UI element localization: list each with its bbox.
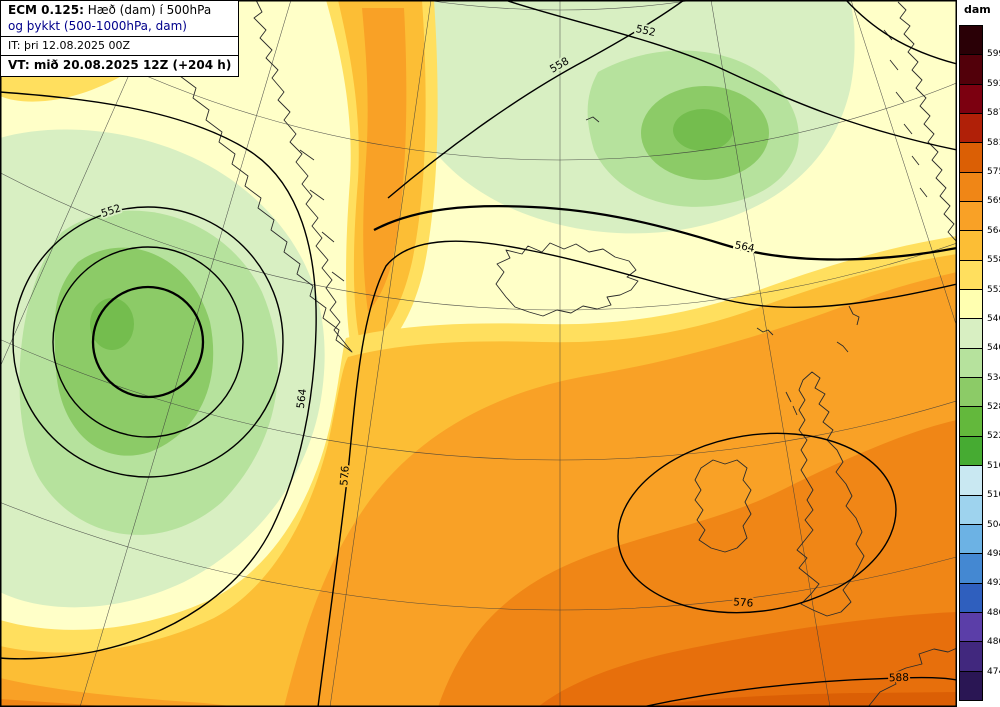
colorbar-swatch xyxy=(960,613,982,642)
colorbar-tick-label: 552 xyxy=(987,285,1000,295)
thickness-subtitle: og þykkt (500-1000hPa, dam) xyxy=(1,19,238,37)
colorbar-swatch xyxy=(960,525,982,554)
colorbar-tick-label: 593 xyxy=(987,79,1000,89)
colorbar-swatch xyxy=(960,143,982,172)
colorbar-swatch xyxy=(960,584,982,613)
chart-parameter: Hæð (dam) í 500hPa xyxy=(84,3,211,17)
colorbar-swatch xyxy=(960,26,982,55)
init-time-row: IT: þri 12.08.2025 00Z xyxy=(1,36,238,55)
colorbar: dam 599593587581575569564558552546540534… xyxy=(957,0,1000,707)
colorbar-tick-label: 516 xyxy=(987,461,1000,471)
map-area: 552558552564564576576588 xyxy=(0,0,957,707)
colorbar-swatch xyxy=(960,466,982,495)
contour-label: 576 xyxy=(338,465,351,486)
colorbar-tick-label: 546 xyxy=(987,314,1000,324)
colorbar-tick-label: 564 xyxy=(987,226,1000,236)
colorbar-tick-label: 575 xyxy=(987,167,1000,177)
colorbar-swatch xyxy=(960,231,982,260)
colorbar-swatch xyxy=(960,114,982,143)
valid-time-label: VT: xyxy=(8,58,30,72)
valid-time-row: VT: mið 20.08.2025 12Z (+204 h) xyxy=(1,55,238,76)
colorbar-swatch xyxy=(960,672,982,700)
colorbar-swatch xyxy=(960,554,982,583)
colorbar-tick-label: 510 xyxy=(987,490,1000,500)
colorbar-swatch xyxy=(960,202,982,231)
colorbar-labels: 599 593 587 581 575 569 564 558 552 546 540 534 528 5… xyxy=(987,0,1000,707)
colorbar-swatch xyxy=(960,261,982,290)
model-name: ECM 0.125: xyxy=(8,3,84,17)
colorbar-tick-label: 480 xyxy=(987,637,1000,647)
contour-label: 564 xyxy=(295,388,309,410)
colorbar-tick-label: 534 xyxy=(987,373,1000,383)
colorbar-swatch xyxy=(960,496,982,525)
init-time-label: IT: xyxy=(8,39,20,52)
colorbar-tick-label: 492 xyxy=(987,578,1000,588)
colorbar-tick-label: 486 xyxy=(987,608,1000,618)
colorbar-tick-label: 474 xyxy=(987,667,1000,677)
colorbar-swatch xyxy=(960,173,982,202)
legend-box: ECM 0.125: Hæð (dam) í 500hPa og þykkt (… xyxy=(0,0,239,77)
colorbar-tick-label: 498 xyxy=(987,549,1000,559)
valid-time-value: mið 20.08.2025 12Z (+204 h) xyxy=(34,58,232,72)
colorbar-swatch xyxy=(960,642,982,671)
chart-title: ECM 0.125: Hæð (dam) í 500hPa xyxy=(1,1,238,19)
colorbar-tick-label: 522 xyxy=(987,431,1000,441)
weather-chart-frame: 552558552564564576576588 ECM 0.125: Hæð … xyxy=(0,0,1000,707)
colorbar-tick-label: 581 xyxy=(987,138,1000,148)
colorbar-swatch xyxy=(960,290,982,319)
colorbar-swatch xyxy=(960,349,982,378)
colorbar-tick-label: 528 xyxy=(987,402,1000,412)
thickness-fill-layer xyxy=(0,0,957,707)
colorbar-swatch xyxy=(960,55,982,84)
colorbar-swatch xyxy=(960,437,982,466)
colorbar-tick-label: 599 xyxy=(987,49,1000,59)
colorbar-swatch xyxy=(960,319,982,348)
init-time-value: þri 12.08.2025 00Z xyxy=(24,39,130,52)
contour-label: 588 xyxy=(889,672,909,685)
colorbar-tick-label: 504 xyxy=(987,520,1000,530)
map-canvas: 552558552564564576576588 xyxy=(0,0,957,707)
fill-deepgreen-north-spot xyxy=(673,109,733,151)
colorbar-swatches xyxy=(959,25,983,701)
colorbar-tick-label: 569 xyxy=(987,196,1000,206)
colorbar-swatch xyxy=(960,85,982,114)
colorbar-swatch xyxy=(960,378,982,407)
colorbar-swatch xyxy=(960,407,982,436)
colorbar-tick-label: 558 xyxy=(987,255,1000,265)
colorbar-tick-label: 540 xyxy=(987,343,1000,353)
contour-label: 576 xyxy=(733,596,754,609)
colorbar-tick-label: 587 xyxy=(987,108,1000,118)
